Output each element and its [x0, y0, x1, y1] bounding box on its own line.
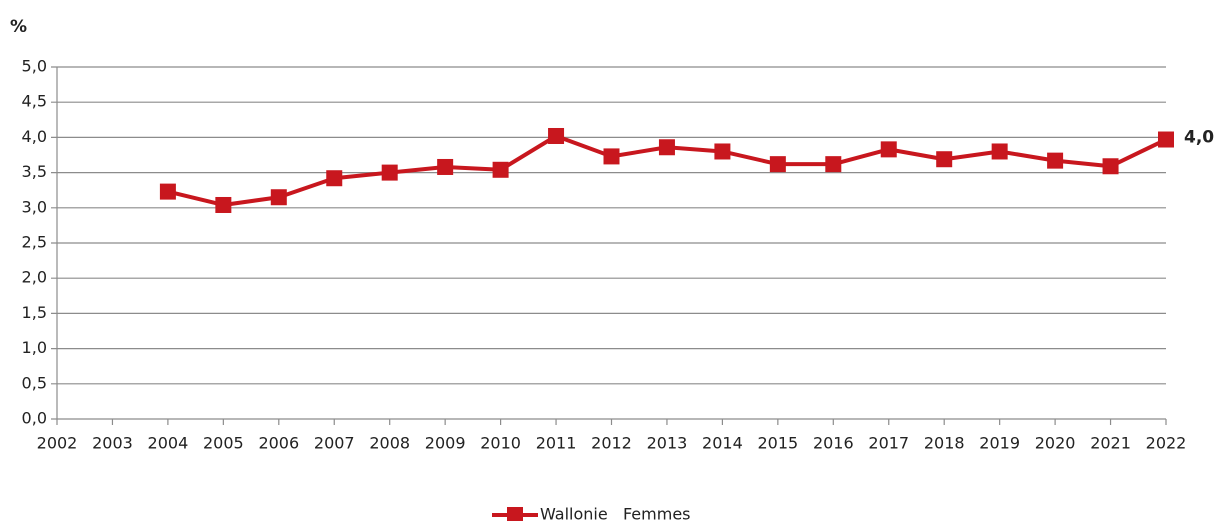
marker	[270, 189, 287, 206]
legend-marker	[507, 507, 523, 521]
x-tick-label: 2012	[591, 434, 632, 453]
y-tick-label: 1,5	[22, 303, 47, 322]
marker	[1102, 158, 1119, 175]
x-tick-label: 2018	[924, 434, 965, 453]
x-tick-label: 2022	[1146, 434, 1187, 453]
x-tick-label: 2007	[314, 434, 355, 453]
y-tick-label: 3,5	[22, 162, 47, 181]
x-tick-label: 2011	[536, 434, 577, 453]
y-tick-label: 4,0	[22, 127, 47, 146]
marker	[215, 196, 232, 213]
data-label: 4,0	[1184, 128, 1214, 148]
y-tick-label: 0,0	[22, 409, 47, 428]
marker	[991, 143, 1008, 160]
marker	[880, 141, 897, 158]
x-tick-label: 2013	[647, 434, 688, 453]
y-tick-label: 2,0	[22, 268, 47, 287]
x-tick-label: 2008	[369, 434, 410, 453]
legend-label: Wallonie Femmes	[540, 505, 691, 521]
x-tick-label: 2016	[813, 434, 854, 453]
marker	[769, 156, 786, 173]
y-tick-label: 5,0	[22, 57, 47, 76]
marker	[1158, 131, 1174, 148]
marker	[1047, 152, 1064, 169]
y-tick-label: 4,5	[22, 92, 47, 111]
marker	[603, 148, 620, 165]
x-tick-label: 2015	[757, 434, 798, 453]
x-tick-label: 2020	[1035, 434, 1076, 453]
x-tick-label: 2021	[1090, 434, 1131, 453]
marker	[381, 164, 398, 181]
x-tick-label: 2014	[702, 434, 743, 453]
y-tick-label: 0,5	[22, 373, 47, 392]
x-tick-label: 2006	[258, 434, 299, 453]
x-tick-label: 2010	[480, 434, 521, 453]
marker	[548, 127, 565, 144]
x-tick-label: 2005	[203, 434, 244, 453]
marker	[159, 183, 176, 200]
x-tick-label: 2009	[425, 434, 466, 453]
x-tick-label: 2017	[868, 434, 909, 453]
y-tick-label: 1,0	[22, 338, 47, 357]
x-tick-label: 2019	[979, 434, 1020, 453]
y-axis-label: %	[10, 17, 27, 37]
y-tick-label: 2,5	[22, 233, 47, 252]
marker	[936, 151, 953, 168]
y-tick-label: 3,0	[22, 197, 47, 216]
marker	[658, 139, 675, 156]
marker	[825, 156, 842, 173]
marker	[714, 143, 731, 160]
marker	[326, 170, 343, 187]
marker	[437, 158, 454, 175]
x-tick-label: 2003	[92, 434, 133, 453]
marker	[492, 161, 509, 178]
x-tick-label: 2002	[37, 434, 78, 453]
x-tick-label: 2004	[148, 434, 189, 453]
